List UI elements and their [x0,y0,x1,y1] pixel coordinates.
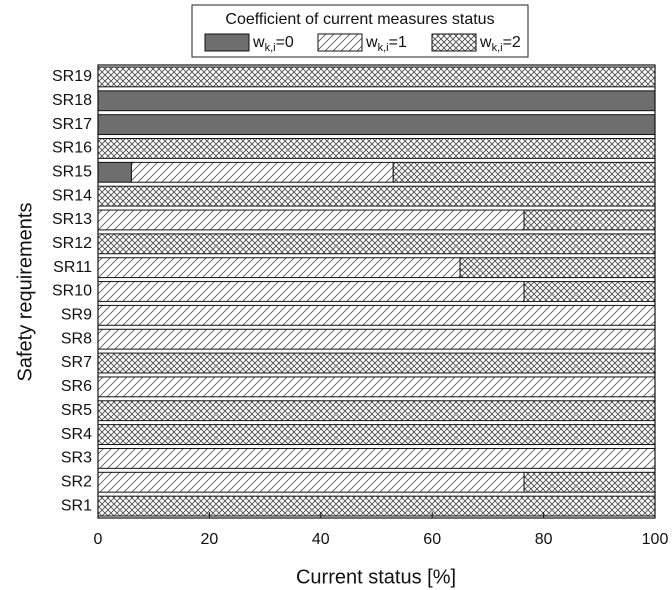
y-tick-label: SR18 [52,92,92,109]
bar-segment [97,233,656,255]
bar-segment [523,471,656,493]
y-axis-label: Safety requirements [14,203,36,382]
y-tick-label: SR15 [52,164,92,181]
y-tick-label: SR13 [52,211,92,228]
bar-segment [523,209,656,231]
bar-segment [97,257,461,279]
bar-segment [97,90,656,112]
bar-segment [130,161,394,183]
bar-segment [459,257,656,279]
y-tick-label: SR11 [53,259,92,276]
bar-segment [97,138,656,159]
bar-segment [97,328,656,350]
bar-segment [97,447,656,469]
bar-segment [97,471,525,493]
x-tick-label: 100 [642,531,669,548]
bar-segment [97,185,656,207]
y-tick-label: SR16 [52,140,92,157]
y-tick-label: SR8 [61,330,92,347]
x-axis-label: Current status [%] [296,566,456,588]
y-tick-label: SR4 [61,426,92,443]
bar-segment [97,424,656,445]
y-tick-label: SR12 [52,235,92,252]
bar-segment [97,304,656,326]
y-tick-label: SR5 [61,402,92,419]
plot-frame [97,64,656,519]
legend-swatch [204,33,250,52]
y-tick-label: SR3 [61,450,92,467]
bar-segment [97,495,656,517]
x-tick-label: 0 [94,531,103,548]
x-tick-label: 60 [423,531,441,548]
y-tick-label: SR9 [61,307,92,324]
y-tick-label: SR2 [61,473,92,490]
bar-segment [97,66,656,88]
x-tick-label: 80 [535,531,553,548]
bar-segment [523,281,656,302]
bar-segment [97,352,656,374]
legend-label: wk,i=1 [365,34,407,54]
legend-label: wk,i=0 [252,34,294,54]
legend-swatch [431,33,477,52]
x-tick-label: 40 [312,531,330,548]
bar-segment [97,281,525,302]
y-tick-label: SR17 [52,116,92,133]
y-tick-label: SR14 [52,187,92,204]
y-tick-label: SR1 [61,497,92,514]
x-tick-label: 20 [201,531,219,548]
bar-segment [97,209,525,231]
bar-segment [97,161,132,183]
y-tick-label: SR19 [52,68,92,85]
legend-swatch [317,33,363,52]
bar-segment [97,400,656,422]
legend-label: wk,i=2 [479,34,521,54]
y-tick-label: SR7 [61,354,92,371]
y-tick-label: SR6 [61,378,92,395]
y-tick-label: SR10 [52,283,92,300]
bar-segment [392,161,656,183]
legend-title: Coefficient of current measures status [225,11,494,28]
bar-segment [97,114,656,136]
bar-segment [97,376,656,398]
